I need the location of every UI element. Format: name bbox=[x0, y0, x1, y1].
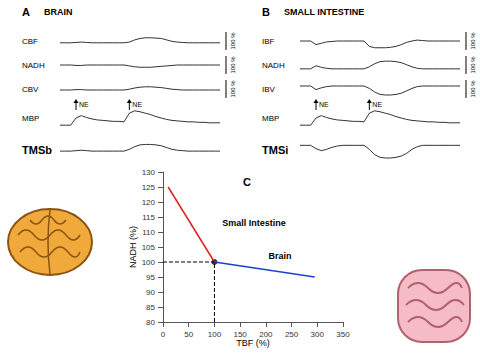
svg-text:Brain: Brain bbox=[268, 251, 291, 261]
svg-text:SMALL INTESTINE: SMALL INTESTINE bbox=[284, 7, 364, 17]
svg-text:NADH: NADH bbox=[22, 61, 45, 70]
svg-text:TMSb: TMSb bbox=[22, 144, 52, 156]
svg-text:NE: NE bbox=[319, 101, 329, 108]
svg-text:NE: NE bbox=[132, 101, 142, 108]
svg-text:B: B bbox=[262, 6, 270, 18]
svg-text:100 %: 100 % bbox=[230, 32, 236, 50]
svg-text:IBF: IBF bbox=[262, 37, 275, 46]
svg-text:100 %: 100 % bbox=[470, 80, 476, 98]
svg-text:100 %: 100 % bbox=[470, 32, 476, 50]
svg-text:125: 125 bbox=[142, 183, 156, 192]
svg-text:150: 150 bbox=[233, 330, 247, 339]
svg-text:TBF (%): TBF (%) bbox=[236, 338, 270, 348]
svg-text:0: 0 bbox=[161, 330, 166, 339]
svg-text:NADH (%): NADH (%) bbox=[128, 226, 138, 268]
svg-text:85: 85 bbox=[146, 303, 155, 312]
svg-text:CBF: CBF bbox=[22, 37, 38, 46]
svg-text:115: 115 bbox=[142, 213, 155, 222]
svg-text:BRAIN: BRAIN bbox=[44, 7, 73, 17]
svg-text:80: 80 bbox=[146, 318, 155, 327]
svg-text:CBV: CBV bbox=[22, 85, 39, 94]
svg-text:250: 250 bbox=[285, 330, 299, 339]
svg-text:350: 350 bbox=[336, 330, 350, 339]
svg-text:100: 100 bbox=[142, 258, 156, 267]
svg-text:NE: NE bbox=[372, 101, 382, 108]
svg-text:100: 100 bbox=[208, 330, 222, 339]
svg-text:120: 120 bbox=[142, 198, 156, 207]
svg-text:90: 90 bbox=[146, 288, 155, 297]
svg-text:105: 105 bbox=[142, 243, 156, 252]
svg-text:NE: NE bbox=[79, 101, 89, 108]
svg-text:IBV: IBV bbox=[262, 85, 276, 94]
svg-text:300: 300 bbox=[311, 330, 325, 339]
svg-text:C: C bbox=[243, 176, 251, 188]
svg-text:NADH: NADH bbox=[262, 61, 285, 70]
svg-text:100 %: 100 % bbox=[230, 56, 236, 74]
svg-text:100 %: 100 % bbox=[470, 56, 476, 74]
svg-text:Small Intestine: Small Intestine bbox=[222, 218, 286, 228]
svg-text:TMSi: TMSi bbox=[262, 144, 288, 156]
svg-text:MBP: MBP bbox=[22, 114, 39, 123]
svg-text:A: A bbox=[22, 6, 30, 18]
svg-text:130: 130 bbox=[142, 168, 156, 177]
svg-text:50: 50 bbox=[184, 330, 193, 339]
svg-text:95: 95 bbox=[146, 273, 155, 282]
svg-text:MBP: MBP bbox=[262, 114, 279, 123]
svg-text:110: 110 bbox=[142, 228, 155, 237]
svg-text:100 %: 100 % bbox=[230, 80, 236, 98]
svg-text:200: 200 bbox=[259, 330, 273, 339]
